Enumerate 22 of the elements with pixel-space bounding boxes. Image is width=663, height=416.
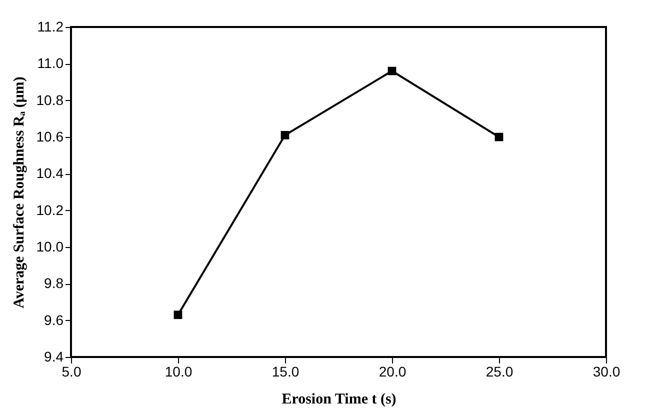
x-tick-label: 20.0 [378,364,406,380]
y-tick-label: 10.4 [36,165,64,182]
y-tick-label: 10.2 [36,202,64,218]
x-tick-label: 5.0 [62,364,82,380]
y-tick-label: 10.0 [36,238,64,254]
x-tick-label: 25.0 [486,364,514,380]
point [174,310,182,320]
y-tick-label: 9.8 [44,275,64,292]
point [388,66,396,76]
y-tick-label: 10.6 [36,128,64,144]
x-axis-title: Erosion Time t (s) [282,392,396,408]
y-tick-label: 9.6 [44,312,64,328]
x-tick-label: 15.0 [272,364,300,380]
y-tick-label: 11.0 [37,55,64,72]
y-axis-title: Average Surface Roughness Rₐ (μm) [11,76,28,308]
point [280,130,290,140]
point [494,132,504,142]
y-tick-label: 11.2 [37,18,64,34]
y-tick-label: 10.8 [36,92,64,108]
x-tick-label: 10.0 [164,364,192,380]
x-tick-label: 30.0 [592,364,620,380]
y-tick-label: 9.4 [44,348,64,364]
